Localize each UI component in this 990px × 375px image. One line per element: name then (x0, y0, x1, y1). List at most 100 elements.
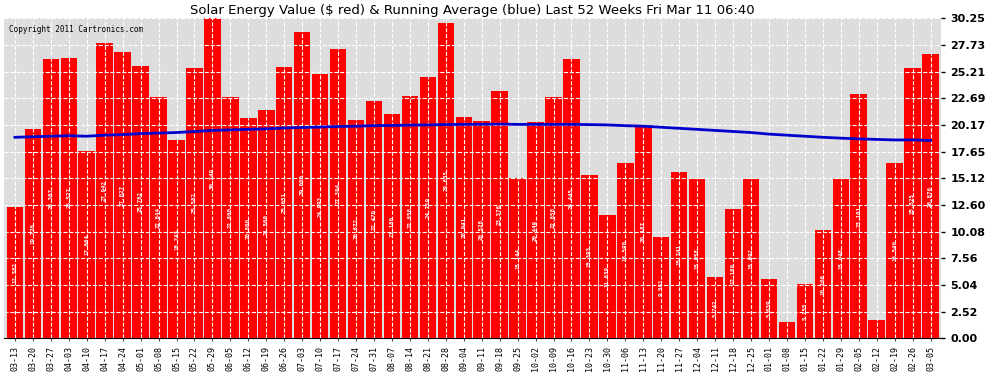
Text: 26.527: 26.527 (66, 188, 71, 209)
Text: 16.590: 16.590 (623, 240, 628, 261)
Text: 20.941: 20.941 (461, 217, 466, 238)
Bar (240, 118, 256, 338)
Bar (204, 18, 221, 338)
Text: 21.560: 21.560 (263, 214, 268, 235)
Bar (402, 96, 418, 338)
Bar (60, 58, 77, 338)
Bar (150, 97, 167, 338)
Bar (617, 163, 634, 338)
Bar (797, 284, 813, 338)
Text: 15.058: 15.058 (695, 248, 700, 269)
Bar (510, 178, 526, 338)
Text: 18.743: 18.743 (174, 229, 179, 250)
Text: 25.651: 25.651 (282, 192, 287, 213)
Text: 5.639: 5.639 (766, 300, 771, 317)
Bar (923, 54, 939, 338)
Bar (815, 230, 831, 338)
Bar (78, 152, 95, 338)
Text: 20.449: 20.449 (533, 220, 539, 241)
Text: 5.155: 5.155 (802, 302, 808, 320)
Bar (455, 117, 472, 338)
Text: 5.742: 5.742 (713, 299, 718, 316)
Bar (420, 77, 437, 338)
Text: 22.844: 22.844 (156, 207, 161, 228)
Bar (635, 125, 651, 338)
Text: 22.470: 22.470 (371, 209, 376, 230)
Bar (365, 100, 382, 338)
Text: 25.582: 25.582 (192, 192, 197, 213)
Bar (168, 140, 185, 338)
Text: 20.528: 20.528 (479, 219, 484, 240)
Bar (330, 48, 346, 338)
Text: 12.382: 12.382 (13, 262, 18, 283)
Bar (904, 68, 921, 338)
Bar (528, 122, 544, 338)
Text: 20.800: 20.800 (246, 218, 250, 239)
Text: 15.092: 15.092 (748, 248, 753, 269)
Text: 15.048: 15.048 (839, 248, 843, 269)
Bar (581, 176, 598, 338)
Text: 17.664: 17.664 (84, 234, 89, 255)
Bar (115, 53, 131, 338)
Bar (833, 179, 849, 338)
Text: 23.101: 23.101 (856, 206, 861, 226)
Bar (222, 97, 239, 338)
Bar (294, 32, 311, 338)
Bar (384, 114, 400, 338)
Bar (760, 279, 777, 338)
Bar (438, 23, 454, 338)
Bar (276, 67, 292, 338)
Bar (7, 207, 23, 338)
Text: 12.180: 12.180 (731, 263, 736, 284)
Bar (133, 66, 148, 338)
Text: 26.876: 26.876 (928, 186, 933, 207)
Bar (779, 321, 795, 338)
Text: 24.719: 24.719 (426, 197, 431, 218)
Text: 15.741: 15.741 (677, 244, 682, 266)
Text: 11.639: 11.639 (605, 266, 610, 287)
Text: 25.525: 25.525 (910, 193, 915, 214)
Bar (599, 215, 616, 338)
Text: 15.144: 15.144 (515, 248, 520, 268)
Text: 27.394: 27.394 (336, 183, 341, 204)
Text: 23.376: 23.376 (497, 204, 502, 225)
Text: Copyright 2011 Cartronics.com: Copyright 2011 Cartronics.com (9, 25, 143, 34)
Text: 19.776: 19.776 (31, 223, 36, 244)
Text: 29.835: 29.835 (444, 170, 448, 191)
Text: 22.850: 22.850 (551, 207, 556, 228)
Bar (725, 209, 742, 338)
Bar (742, 178, 759, 338)
Text: 30.249: 30.249 (210, 168, 215, 189)
Bar (868, 320, 885, 338)
Bar (653, 237, 669, 338)
Bar (312, 74, 329, 338)
Bar (545, 97, 561, 338)
Text: 20.672: 20.672 (353, 218, 358, 239)
Bar (671, 172, 687, 338)
Bar (347, 120, 364, 338)
Bar (186, 68, 203, 338)
Bar (491, 91, 508, 338)
Bar (563, 58, 580, 338)
Text: 9.581: 9.581 (658, 279, 663, 296)
Bar (473, 121, 490, 338)
Bar (689, 179, 706, 338)
Bar (25, 129, 42, 338)
Text: 29.000: 29.000 (300, 174, 305, 195)
Title: Solar Energy Value ($ red) & Running Average (blue) Last 52 Weeks Fri Mar 11 06:: Solar Energy Value ($ red) & Running Ave… (190, 4, 755, 17)
Bar (850, 94, 867, 338)
Bar (96, 43, 113, 338)
Text: 27.027: 27.027 (120, 185, 125, 206)
Text: 22.800: 22.800 (228, 207, 233, 228)
Text: 10.206: 10.206 (821, 274, 826, 295)
Text: 22.858: 22.858 (408, 207, 413, 228)
Text: 20.187: 20.187 (641, 221, 645, 242)
Text: 26.367: 26.367 (49, 188, 53, 209)
Bar (43, 59, 59, 338)
Text: 24.993: 24.993 (318, 195, 323, 216)
Text: 16.540: 16.540 (892, 240, 897, 261)
Text: 27.942: 27.942 (102, 180, 107, 201)
Text: 15.393: 15.393 (587, 246, 592, 267)
Bar (886, 163, 903, 338)
Bar (258, 110, 274, 338)
